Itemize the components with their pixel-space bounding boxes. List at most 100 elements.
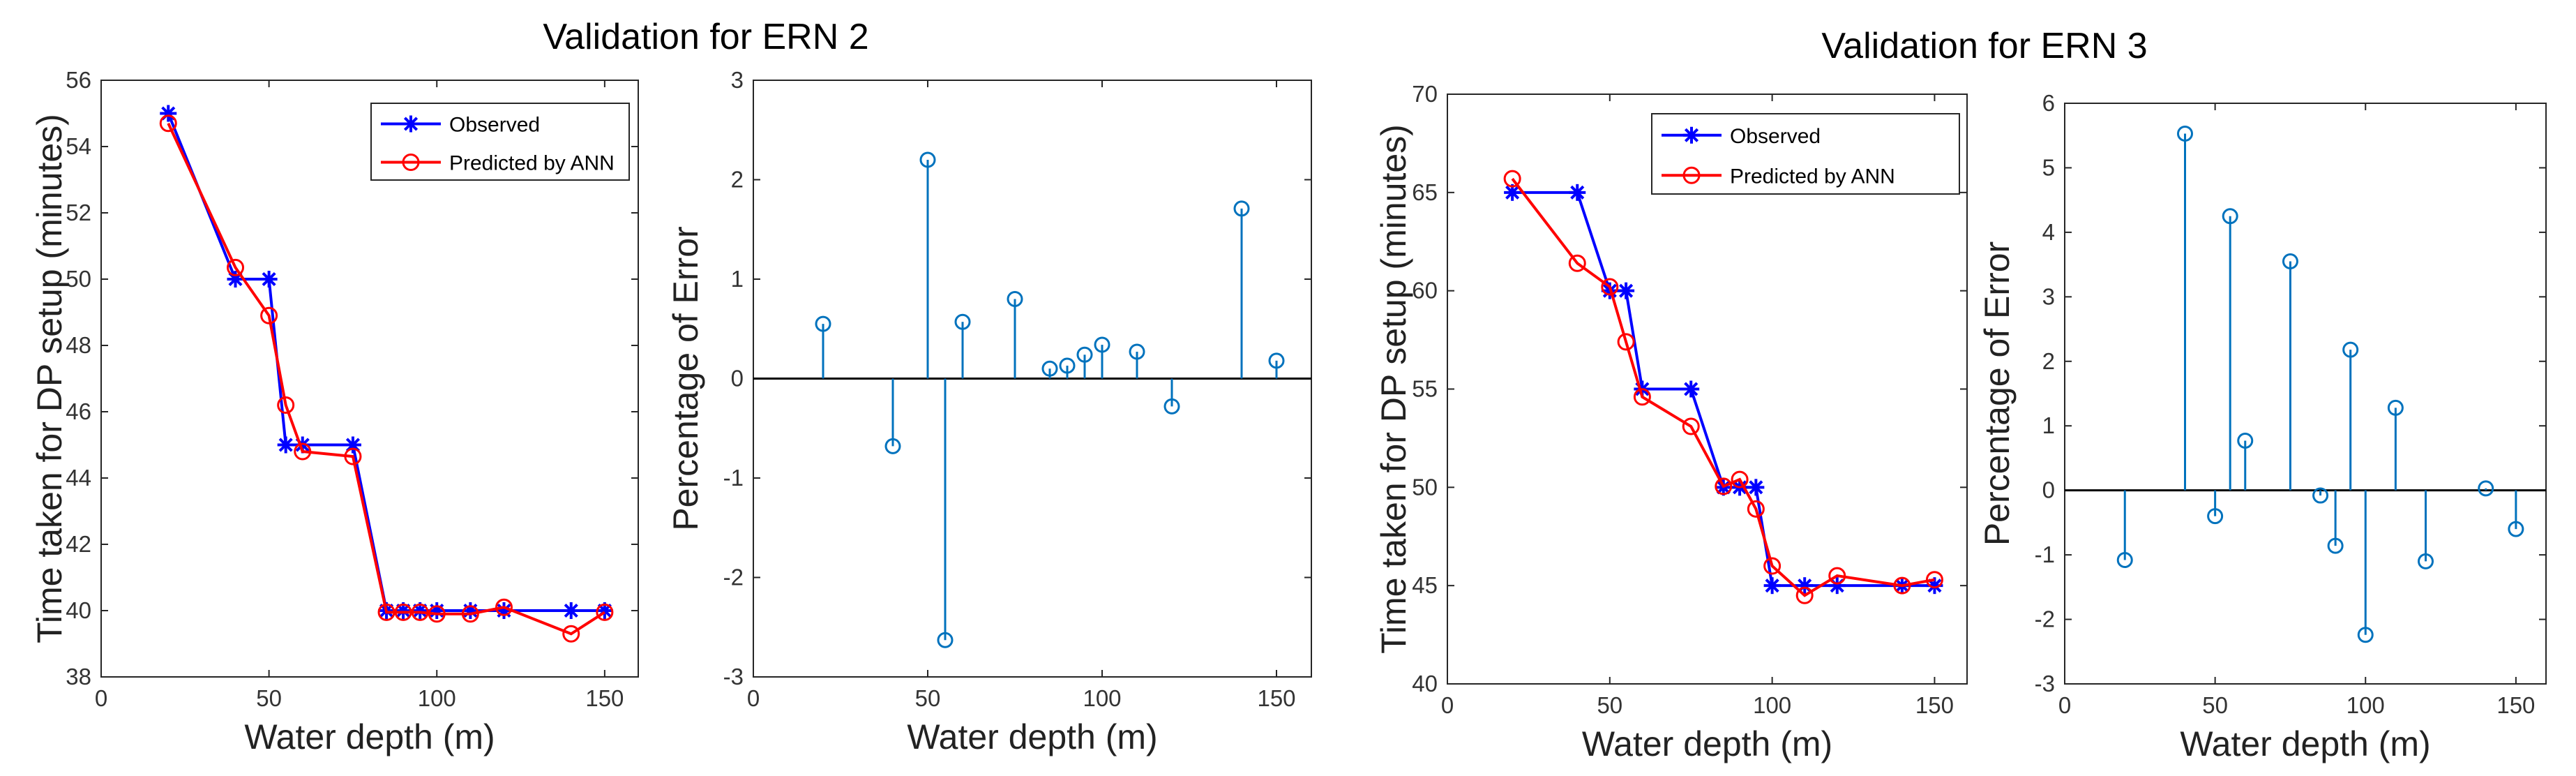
x-tick-label: 150 xyxy=(2496,692,2535,718)
y-tick-label: -1 xyxy=(723,465,744,491)
asterisk-stroke xyxy=(1749,480,1763,495)
observed-point xyxy=(260,271,278,288)
y-tick-label: 6 xyxy=(2042,90,2055,116)
stem-marker xyxy=(2478,480,2494,497)
stem-marker xyxy=(1007,291,1023,307)
predicted-point xyxy=(1682,417,1700,435)
y-tick-label: 40 xyxy=(66,597,91,623)
observed-point xyxy=(1747,479,1765,496)
stem-marker xyxy=(1268,352,1285,369)
y-axis-label: Time taken for DP setup (minutes) xyxy=(1374,124,1413,654)
predicted-point xyxy=(294,442,312,461)
x-tick-label: 150 xyxy=(1915,692,1954,718)
stem-marker xyxy=(2116,552,2133,569)
legend-marker xyxy=(402,154,420,171)
stem-marker xyxy=(1059,357,1076,374)
predicted-point xyxy=(562,625,580,643)
predicted-point xyxy=(227,258,244,276)
stem-marker xyxy=(954,313,971,330)
stem-marker xyxy=(2357,627,2374,643)
asterisk-stroke xyxy=(1684,382,1698,396)
predicted-point xyxy=(1633,388,1651,406)
x-tick-label: 100 xyxy=(1083,685,1121,711)
observed-point xyxy=(562,602,580,619)
asterisk-stroke xyxy=(262,271,276,287)
y-tick-label: 65 xyxy=(1412,179,1438,205)
y-tick-label: 1 xyxy=(2042,412,2055,438)
stem-marker xyxy=(2177,125,2193,142)
predicted-point xyxy=(1731,470,1749,488)
x-tick-label: 50 xyxy=(2202,692,2228,718)
stem-marker xyxy=(2282,253,2298,269)
predicted-point xyxy=(1828,567,1846,585)
predicted-point xyxy=(1747,500,1765,518)
title-ern3: Validation for ERN 3 xyxy=(1821,26,2147,66)
observed-point xyxy=(1763,577,1781,595)
predicted-point xyxy=(428,605,446,623)
predicted-point xyxy=(377,603,396,621)
y-tick-label: -2 xyxy=(2035,606,2055,632)
y-tick-label: 56 xyxy=(66,67,91,93)
stem-marker xyxy=(1233,200,1250,217)
y-tick-label: 52 xyxy=(66,200,91,225)
predicted-point xyxy=(1715,477,1733,495)
stem-marker xyxy=(884,438,901,454)
stem-marker xyxy=(1076,346,1093,363)
y-tick-label: -1 xyxy=(2035,542,2055,567)
y-tick-label: 46 xyxy=(66,398,91,424)
y-tick-label: -3 xyxy=(2035,671,2055,696)
observed-point xyxy=(1569,184,1586,201)
asterisk-stroke xyxy=(564,603,578,618)
y-tick-label: 48 xyxy=(66,332,91,358)
y-tick-label: 54 xyxy=(66,133,91,159)
stem-marker xyxy=(2508,521,2524,537)
y-tick-label: 2 xyxy=(731,167,744,193)
stem-marker xyxy=(1041,360,1058,377)
y-tick-label: 50 xyxy=(1412,474,1438,500)
stem-marker xyxy=(2418,553,2434,569)
y-tick-label: 1 xyxy=(731,266,744,292)
stem-marker xyxy=(2387,399,2404,416)
x-tick-label: 0 xyxy=(95,685,107,711)
predicted-point xyxy=(1893,576,1911,595)
x-axis-label: Water depth (m) xyxy=(2180,724,2430,763)
predicted-point xyxy=(344,447,362,465)
observed-point xyxy=(1618,282,1635,299)
y-tick-label: 40 xyxy=(1412,671,1438,696)
legend-box xyxy=(1651,113,1960,195)
x-tick-label: 100 xyxy=(418,685,456,711)
x-tick-label: 0 xyxy=(747,685,760,711)
legend-box xyxy=(370,103,630,181)
asterisk-stroke xyxy=(1927,579,1942,593)
predicted-point xyxy=(1617,333,1635,351)
y-tick-label: 60 xyxy=(1412,278,1438,304)
x-tick-label: 50 xyxy=(915,685,941,711)
y-tick-label: 0 xyxy=(2042,477,2055,503)
x-axis-label: Water depth (m) xyxy=(907,717,1157,756)
predicted-point xyxy=(495,598,513,616)
x-tick-label: 50 xyxy=(256,685,282,711)
asterisk-stroke xyxy=(1505,185,1520,200)
stem-marker xyxy=(2312,487,2329,504)
y-tick-label: 3 xyxy=(731,67,744,93)
stem-marker xyxy=(2222,208,2238,225)
asterisk-stroke xyxy=(278,438,293,452)
legend: Observed Predicted by ANN xyxy=(1651,113,1960,195)
legend-label: Observed xyxy=(1730,125,1821,148)
legend-marker xyxy=(1682,166,1701,184)
legend-marker xyxy=(403,117,419,131)
y-tick-label: 2 xyxy=(2042,348,2055,374)
title-ern2: Validation for ERN 2 xyxy=(543,17,868,57)
legend: Observed Predicted by ANN xyxy=(370,103,630,181)
stem-marker xyxy=(2237,432,2254,449)
stem-marker xyxy=(919,151,936,168)
predicted-point xyxy=(1601,278,1619,296)
predicted-point xyxy=(260,306,278,324)
y-axis-label: Time taken for DP setup (minutes) xyxy=(30,114,69,643)
x-tick-label: 150 xyxy=(585,685,624,711)
y-tick-label: 5 xyxy=(2042,154,2055,180)
y-tick-label: 4 xyxy=(2042,219,2055,245)
y-tick-label: 45 xyxy=(1412,572,1438,598)
x-tick-label: 150 xyxy=(1257,685,1295,711)
